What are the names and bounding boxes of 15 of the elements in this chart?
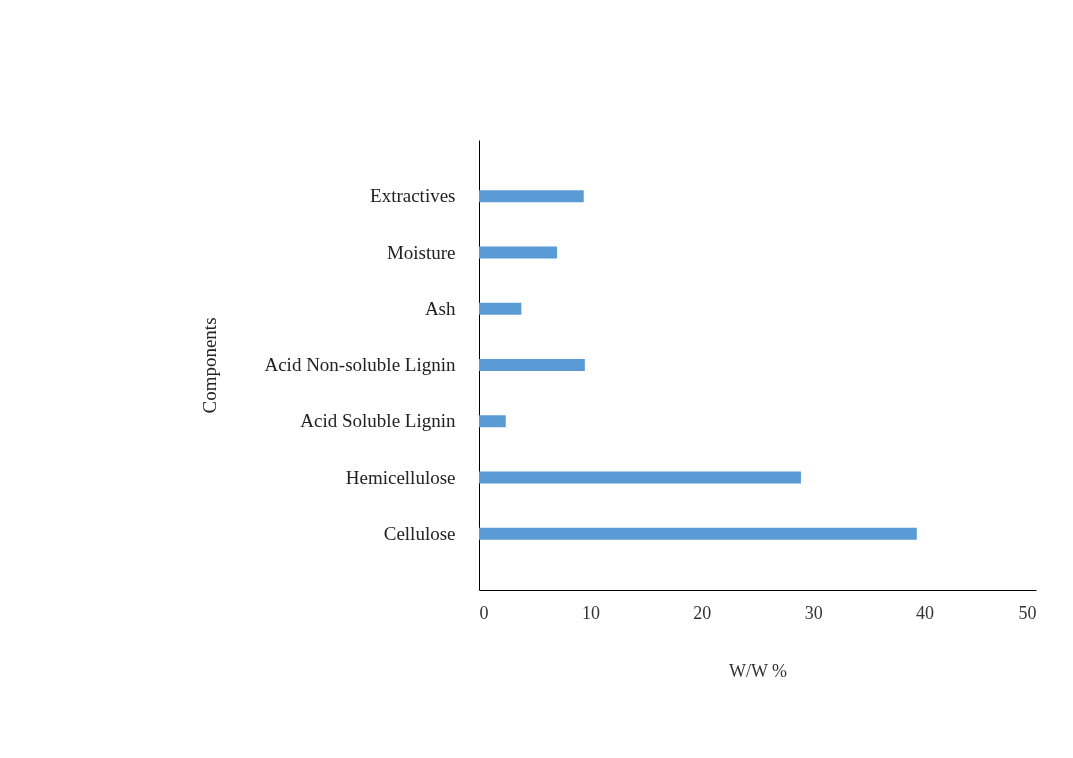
- y-tick-label: Hemicellulose: [345, 466, 456, 488]
- y-tick-label: Moisture: [386, 241, 456, 263]
- y-tick-label: Cellulose: [383, 522, 456, 544]
- x-tick-label: 30: [804, 602, 823, 623]
- x-tick-label: 0: [479, 602, 489, 623]
- x-tick-label: 40: [916, 602, 935, 623]
- x-tick-label: 50: [1018, 602, 1037, 623]
- x-tick-label: 10: [581, 602, 600, 623]
- x-tick-label: 20: [693, 602, 712, 623]
- y-axis-title: Components: [198, 317, 220, 414]
- y-tick-label: Acid Soluble Lignin: [300, 410, 456, 432]
- y-tick-label: Acid Non-soluble Lignin: [264, 354, 456, 375]
- y-tick-label: Extractives: [370, 185, 456, 207]
- y-tick-label: Ash: [424, 297, 456, 319]
- x-axis-title: W/W %: [728, 660, 788, 681]
